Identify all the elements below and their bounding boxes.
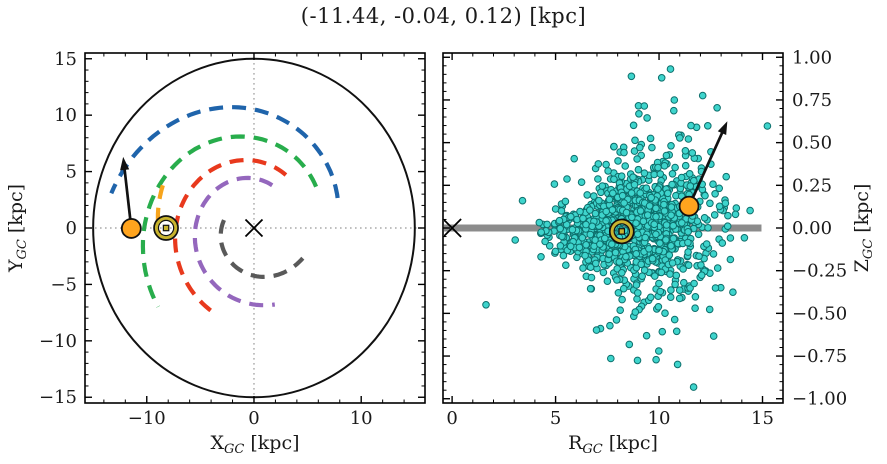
sun-marker-right bbox=[608, 218, 635, 245]
velocity-arrow-left bbox=[120, 156, 133, 229]
spiral-arm-red bbox=[172, 158, 288, 317]
svg-text:5: 5 bbox=[550, 408, 561, 429]
spiral-arm-orange-local bbox=[155, 184, 165, 237]
svg-text:RGC [kpc]: RGC [kpc] bbox=[568, 432, 658, 457]
svg-text:−1.00: −1.00 bbox=[792, 389, 847, 410]
svg-text:ZGC [kpc]: ZGC [kpc] bbox=[851, 184, 876, 273]
svg-text:10: 10 bbox=[54, 105, 77, 126]
velocity-arrow-right bbox=[687, 121, 728, 207]
spiral-arm-green bbox=[140, 134, 319, 308]
svg-text:−5: −5 bbox=[50, 274, 77, 295]
svg-text:15: 15 bbox=[54, 49, 77, 70]
right-panel: 0 5 10 15 1.00 0.75 0.50 0.25 0.00 −0.25 −0.50 −0.7… bbox=[442, 47, 876, 457]
right-panel-ticks: 0 5 10 15 1.00 0.75 0.50 0.25 0.00 −0.25 −0.50 −0.7… bbox=[443, 47, 847, 429]
svg-text:0.25: 0.25 bbox=[792, 175, 832, 196]
spiral-arm-purple bbox=[192, 175, 276, 308]
svg-text:15: 15 bbox=[751, 408, 774, 429]
svg-text:0: 0 bbox=[66, 218, 77, 239]
svg-text:10: 10 bbox=[350, 408, 373, 429]
star-marker-left bbox=[120, 218, 142, 239]
svg-text:XGC [kpc]: XGC [kpc] bbox=[210, 432, 299, 457]
figure-title: (-11.44, -0.04, 0.12) [kpc] bbox=[300, 4, 587, 28]
svg-text:1.00: 1.00 bbox=[792, 47, 832, 68]
svg-text:0.75: 0.75 bbox=[792, 90, 832, 111]
svg-text:YGC [kpc]: YGC [kpc] bbox=[5, 184, 30, 273]
svg-text:0: 0 bbox=[248, 408, 259, 429]
sun-marker-left bbox=[153, 215, 179, 241]
svg-text:−10: −10 bbox=[128, 408, 166, 429]
svg-text:0.00: 0.00 bbox=[792, 218, 832, 239]
left-panel: −10 0 10 15 10 5 0 −5 −10 −15 XGC [kpc] YGC [kpc] bbox=[5, 49, 426, 457]
galactic-center-x-left bbox=[244, 218, 264, 238]
star-marker-right bbox=[678, 195, 700, 217]
spiral-arm-gray bbox=[218, 219, 305, 280]
svg-text:0.50: 0.50 bbox=[792, 133, 832, 154]
svg-text:10: 10 bbox=[648, 408, 671, 429]
svg-text:5: 5 bbox=[66, 162, 77, 183]
svg-text:−0.50: −0.50 bbox=[792, 303, 847, 324]
galactic-center-x-right bbox=[444, 218, 462, 238]
svg-text:−15: −15 bbox=[39, 387, 77, 408]
svg-text:−0.25: −0.25 bbox=[792, 261, 847, 282]
svg-text:−10: −10 bbox=[39, 331, 77, 352]
svg-text:−0.75: −0.75 bbox=[792, 346, 847, 367]
left-panel-ticks: −10 0 10 15 10 5 0 −5 −10 −15 bbox=[39, 49, 425, 429]
svg-text:0: 0 bbox=[446, 408, 457, 429]
